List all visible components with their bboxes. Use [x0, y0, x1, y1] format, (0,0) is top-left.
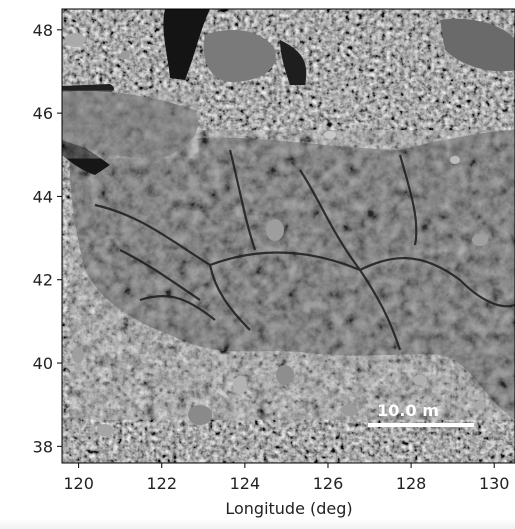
x-axis: 120 122 124 126 128 130 — [63, 463, 509, 493]
y-tick-label: 42 — [33, 271, 53, 290]
x-axis-label: Longitude (deg) — [225, 499, 352, 518]
x-tick-label: 124 — [230, 474, 261, 493]
boulder-fractures — [94, 149, 515, 351]
bottom-edge — [0, 519, 515, 529]
plot-frame — [61, 8, 515, 464]
y-tick-label: 38 — [33, 437, 53, 456]
upper-boulder — [203, 30, 276, 82]
y-axis: 38 40 42 44 46 48 — [33, 21, 62, 456]
y-tick-label: 46 — [33, 104, 53, 123]
x-tick-label: 120 — [63, 474, 94, 493]
x-tick-label: 126 — [313, 474, 344, 493]
small-rocks — [65, 33, 488, 436]
surface-image — [62, 9, 515, 463]
scale-bar-label: 10.0 m — [377, 401, 439, 420]
y-tick-label: 48 — [33, 21, 53, 40]
x-tick-label: 128 — [396, 474, 427, 493]
x-tick-label: 130 — [479, 474, 510, 493]
y-tick-label: 40 — [33, 354, 53, 373]
x-tick-label: 122 — [146, 474, 177, 493]
y-tick-label: 44 — [33, 187, 53, 206]
